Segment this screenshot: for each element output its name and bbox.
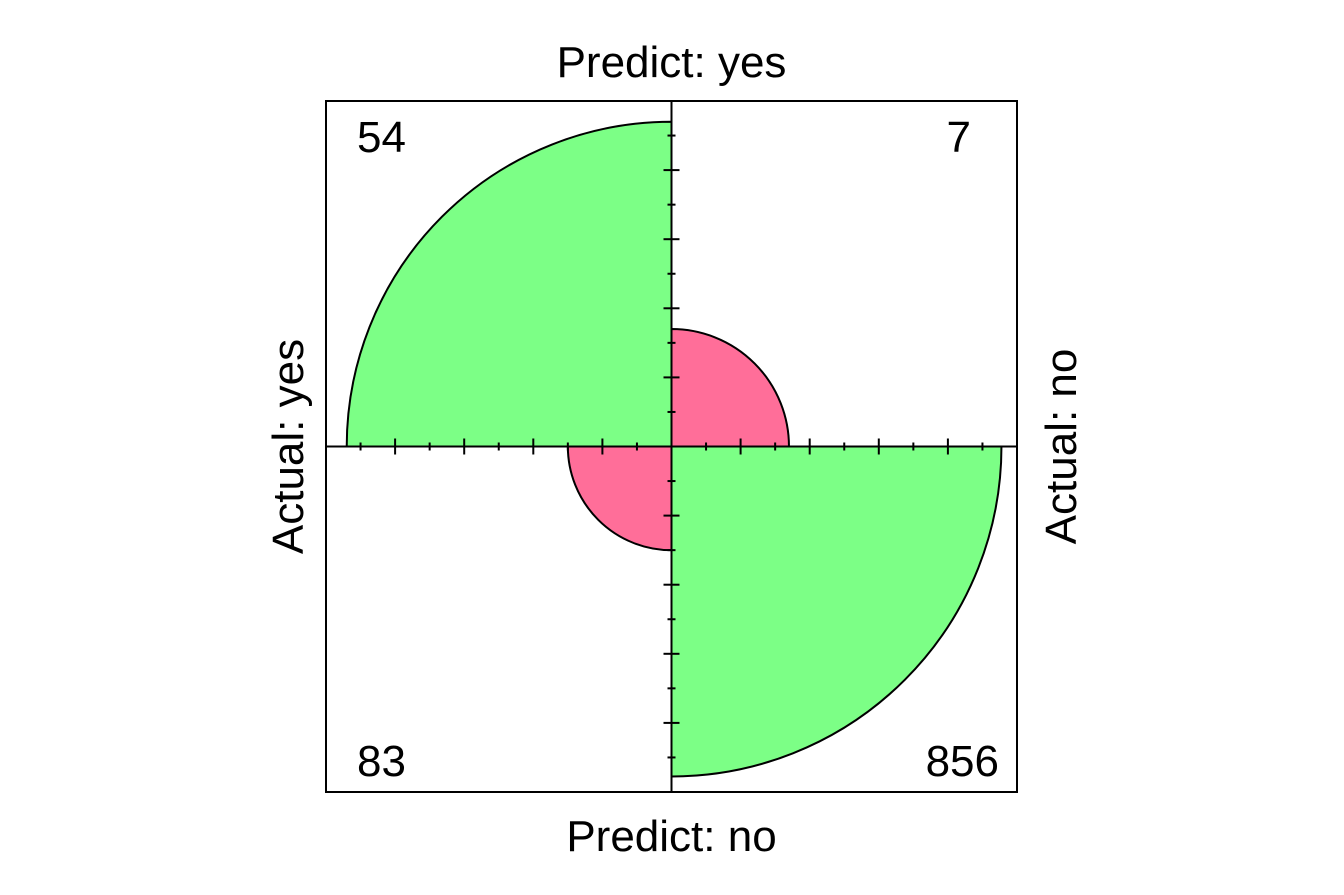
sector-top-right: [670, 328, 790, 448]
count-top-left: 54: [357, 113, 406, 162]
axis-ticks: [359, 134, 984, 759]
sectors-group: [345, 120, 1003, 778]
count-bottom-right: 856: [926, 737, 999, 786]
count-top-right: 7: [947, 113, 971, 162]
top-label: Predict: yes: [557, 38, 787, 87]
left-label: Actual: yes: [264, 339, 313, 554]
sector-top-left: [345, 120, 673, 448]
count-bottom-left: 83: [357, 737, 406, 786]
sector-bottom-right: [670, 445, 1003, 778]
sector-bottom-left: [566, 445, 673, 552]
right-label: Actual: no: [1037, 349, 1086, 545]
bottom-label: Predict: no: [566, 812, 776, 861]
